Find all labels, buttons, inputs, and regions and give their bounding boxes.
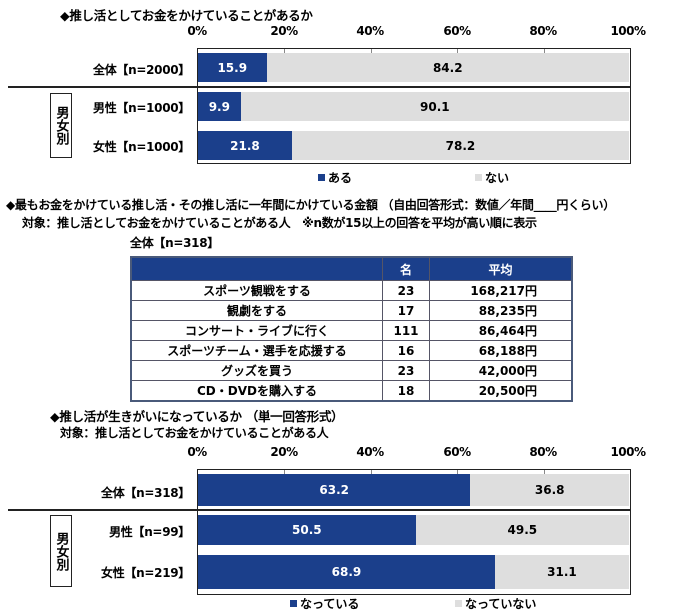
tick-80: 80%: [529, 24, 557, 38]
gridline: [371, 49, 372, 53]
chart2-group-divider: [8, 509, 630, 511]
bar-segment-natteinai: 31.1: [494, 555, 629, 589]
cell-average: 42,000円: [429, 360, 573, 381]
table-row: 観劇をする 17 88,235円: [130, 300, 573, 321]
bar-segment-natteinai: 49.5: [415, 515, 629, 545]
gridline: [544, 470, 545, 474]
table-row: CD・DVDを購入する 18 20,500円: [130, 380, 573, 402]
cell-average: 88,235円: [429, 300, 573, 321]
bar-segment-nai: 90.1: [240, 92, 629, 121]
bar-segment-aru: 9.9: [198, 92, 241, 121]
legend-label: ある: [328, 171, 353, 185]
table-row: スポーツ観戦をする 23 168,217円: [130, 280, 573, 301]
tick-40: 40%: [356, 445, 384, 459]
chart1-row-label-male: 男性【n=1000】: [93, 101, 190, 115]
cell-item: スポーツ観戦をする: [130, 280, 383, 301]
legend-swatch-icon: [455, 600, 462, 607]
gridline: [284, 470, 285, 474]
amount-table: 名 平均 スポーツ観戦をする 23 168,217円 観劇をする 17 88,2…: [130, 256, 573, 402]
bar-segment-nai: 78.2: [291, 131, 629, 160]
tick-60: 60%: [443, 445, 471, 459]
cell-item: コンサート・ライブに行く: [130, 320, 383, 341]
chart2-bar-female: 68.9 31.1: [198, 555, 629, 589]
cell-average: 168,217円: [429, 280, 573, 301]
tick-0: 0%: [187, 24, 207, 38]
chart1-bar-male: 9.9 90.1: [198, 92, 629, 121]
bar-segment-natteiru: 50.5: [198, 515, 416, 545]
bar-segment-nai: 84.2: [266, 53, 629, 82]
gridline: [284, 49, 285, 53]
table-row: グッズを買う 23 42,000円: [130, 360, 573, 381]
chart1-row-label-female: 女性【n=1000】: [93, 140, 190, 154]
chart2-row-label-total: 全体【n=318】: [101, 486, 190, 500]
cell-count: 111: [382, 320, 430, 341]
chart1-title: ◆推し活としてお金をかけていることがあるか: [60, 8, 313, 23]
legend-label: なっていない: [465, 597, 537, 611]
chart2-bar-total: 63.2 36.8: [198, 474, 629, 506]
table-row: コンサート・ライブに行く 111 86,464円: [130, 320, 573, 341]
legend-label: ない: [485, 171, 510, 185]
cell-count: 23: [382, 280, 430, 301]
bar-segment-natteiru: 63.2: [198, 474, 471, 506]
tick-100: 100%: [610, 445, 646, 459]
cell-count: 16: [382, 340, 430, 361]
legend-swatch-icon: [318, 174, 325, 181]
chart1-row-label-total: 全体【n=2000】: [93, 63, 190, 77]
chart2-group-box: 男女別: [50, 515, 72, 587]
cell-average: 86,464円: [429, 320, 573, 341]
gridline: [457, 470, 458, 474]
cell-average: 68,188円: [429, 340, 573, 361]
bar-segment-aru: 21.8: [198, 131, 292, 160]
cell-count: 23: [382, 360, 430, 381]
chart2-title: ◆推し活が生きがいになっているか （単一回答形式）: [50, 409, 344, 424]
legend-swatch-icon: [475, 174, 482, 181]
cell-average: 20,500円: [429, 380, 573, 402]
chart2-subtitle: 対象：推し活としてお金をかけていることがある人: [60, 426, 329, 440]
chart1-legend-aru: ある: [318, 169, 352, 186]
cell-count: 18: [382, 380, 430, 402]
chart2-legend-natteinai: なっていない: [455, 595, 536, 612]
chart1-bar-total: 15.9 84.2: [198, 53, 629, 82]
gridline: [371, 470, 372, 474]
tick-60: 60%: [443, 24, 471, 38]
gridline: [457, 49, 458, 53]
chart1-plot-area: [197, 48, 631, 164]
bar-segment-natteiru: 68.9: [198, 555, 495, 589]
tick-80: 80%: [529, 445, 557, 459]
tick-20: 20%: [270, 24, 298, 38]
tick-20: 20%: [270, 445, 298, 459]
cell-item: 観劇をする: [130, 300, 383, 321]
chart2-legend-natteiru: なっている: [290, 595, 359, 612]
cell-count: 17: [382, 300, 430, 321]
header-average: 平均: [429, 256, 573, 281]
chart1-group-box: 男女別: [50, 93, 72, 158]
chart2-plot-area: [197, 469, 631, 595]
table-group-label: 全体【n=318】: [130, 236, 219, 250]
cell-item: スポーツチーム・選手を応援する: [130, 340, 383, 361]
chart2-row-label-female: 女性【n=219】: [101, 566, 190, 580]
tick-40: 40%: [356, 24, 384, 38]
table-subtitle: 対象：推し活としてお金をかけていることがある人 ※n数が15以上の回答を平均が高…: [22, 216, 537, 230]
chart1-legend-nai: ない: [475, 169, 509, 186]
legend-swatch-icon: [290, 600, 297, 607]
bar-segment-natteinai: 36.8: [470, 474, 629, 506]
chart2-bar-male: 50.5 49.5: [198, 515, 629, 545]
tick-100: 100%: [610, 24, 646, 38]
table-row: スポーツチーム・選手を応援する 16 68,188円: [130, 340, 573, 361]
tick-0: 0%: [187, 445, 207, 459]
legend-label: なっている: [300, 597, 360, 611]
header-count: 名: [382, 256, 430, 281]
chart1-bar-female: 21.8 78.2: [198, 131, 629, 160]
cell-item: グッズを買う: [130, 360, 383, 381]
cell-item: CD・DVDを購入する: [130, 380, 383, 402]
chart1-group-divider: [8, 86, 630, 88]
chart2-row-label-male: 男性【n=99】: [109, 525, 190, 539]
table-title: ◆最もお金をかけている推し活・その推し活に一年間にかけている金額 （自由回答形式…: [6, 198, 615, 212]
gridline: [544, 49, 545, 53]
header-item: [130, 256, 383, 281]
table-header-row: 名 平均: [130, 256, 573, 281]
bar-segment-aru: 15.9: [198, 53, 267, 82]
